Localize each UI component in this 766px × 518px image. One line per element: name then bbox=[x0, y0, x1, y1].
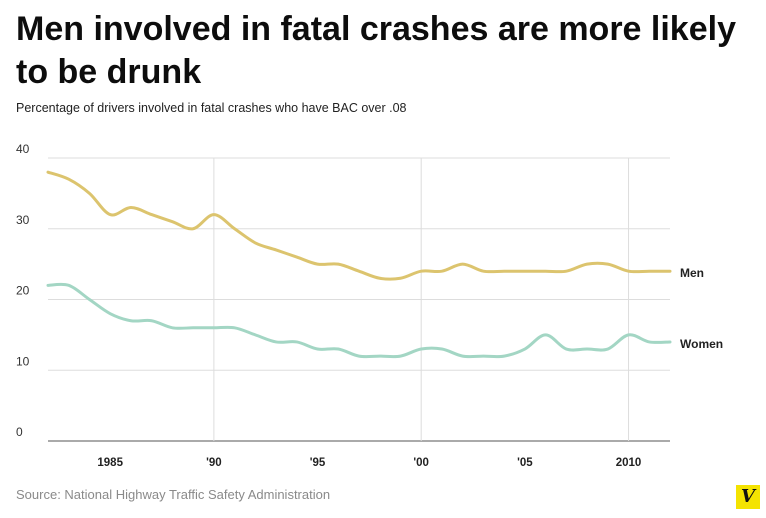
chart-title: Men involved in fatal crashes are more l… bbox=[16, 10, 736, 91]
logo-letter: V bbox=[741, 486, 755, 507]
series-lines bbox=[46, 170, 672, 359]
y-axis-ticks: 0 10 20 30 40 bbox=[16, 142, 30, 439]
vox-logo[interactable]: V bbox=[736, 485, 760, 509]
x-tick-label: '00 bbox=[413, 457, 429, 469]
chart-subtitle: Percentage of drivers involved in fatal … bbox=[16, 101, 407, 115]
x-tick-label: 1985 bbox=[97, 457, 123, 469]
series-labels: Men Women bbox=[680, 266, 723, 351]
x-axis-ticks: 1985 '90 '95 '00 '05 2010 bbox=[97, 457, 641, 469]
x-tick-label: '95 bbox=[310, 457, 326, 469]
y-tick-label: 0 bbox=[16, 425, 23, 439]
x-tick-label: '05 bbox=[517, 457, 533, 469]
y-tick-label: 30 bbox=[16, 213, 30, 227]
series-line-women bbox=[46, 282, 672, 359]
series-line-men bbox=[46, 170, 672, 281]
grid-lines bbox=[48, 157, 670, 442]
x-tick-label: '90 bbox=[206, 457, 222, 469]
y-tick-label: 40 bbox=[16, 142, 30, 156]
y-tick-label: 10 bbox=[16, 354, 30, 368]
source-note: Source: National Highway Traffic Safety … bbox=[16, 487, 331, 502]
y-tick-label: 20 bbox=[16, 284, 30, 298]
series-label-women: Women bbox=[680, 337, 723, 351]
series-label-men: Men bbox=[680, 266, 704, 280]
x-tick-label: 2010 bbox=[616, 457, 642, 469]
